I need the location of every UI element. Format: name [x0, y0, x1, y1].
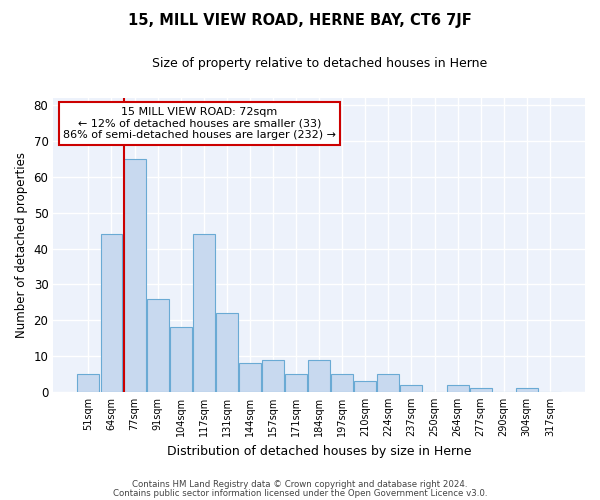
Bar — [308, 360, 330, 392]
Bar — [146, 298, 169, 392]
Bar — [400, 384, 422, 392]
Bar — [101, 234, 122, 392]
Bar — [193, 234, 215, 392]
Bar — [377, 374, 400, 392]
Text: 15, MILL VIEW ROAD, HERNE BAY, CT6 7JF: 15, MILL VIEW ROAD, HERNE BAY, CT6 7JF — [128, 12, 472, 28]
Bar — [285, 374, 307, 392]
Bar — [124, 159, 146, 392]
Bar — [331, 374, 353, 392]
Bar — [262, 360, 284, 392]
X-axis label: Distribution of detached houses by size in Herne: Distribution of detached houses by size … — [167, 444, 472, 458]
Bar — [470, 388, 491, 392]
Title: Size of property relative to detached houses in Herne: Size of property relative to detached ho… — [152, 58, 487, 70]
Text: Contains public sector information licensed under the Open Government Licence v3: Contains public sector information licen… — [113, 488, 487, 498]
Bar — [77, 374, 100, 392]
Text: 15 MILL VIEW ROAD: 72sqm
← 12% of detached houses are smaller (33)
86% of semi-d: 15 MILL VIEW ROAD: 72sqm ← 12% of detach… — [63, 107, 336, 140]
Y-axis label: Number of detached properties: Number of detached properties — [15, 152, 28, 338]
Bar — [170, 328, 191, 392]
Text: Contains HM Land Registry data © Crown copyright and database right 2024.: Contains HM Land Registry data © Crown c… — [132, 480, 468, 489]
Bar — [516, 388, 538, 392]
Bar — [355, 381, 376, 392]
Bar — [446, 384, 469, 392]
Bar — [216, 313, 238, 392]
Bar — [239, 363, 261, 392]
